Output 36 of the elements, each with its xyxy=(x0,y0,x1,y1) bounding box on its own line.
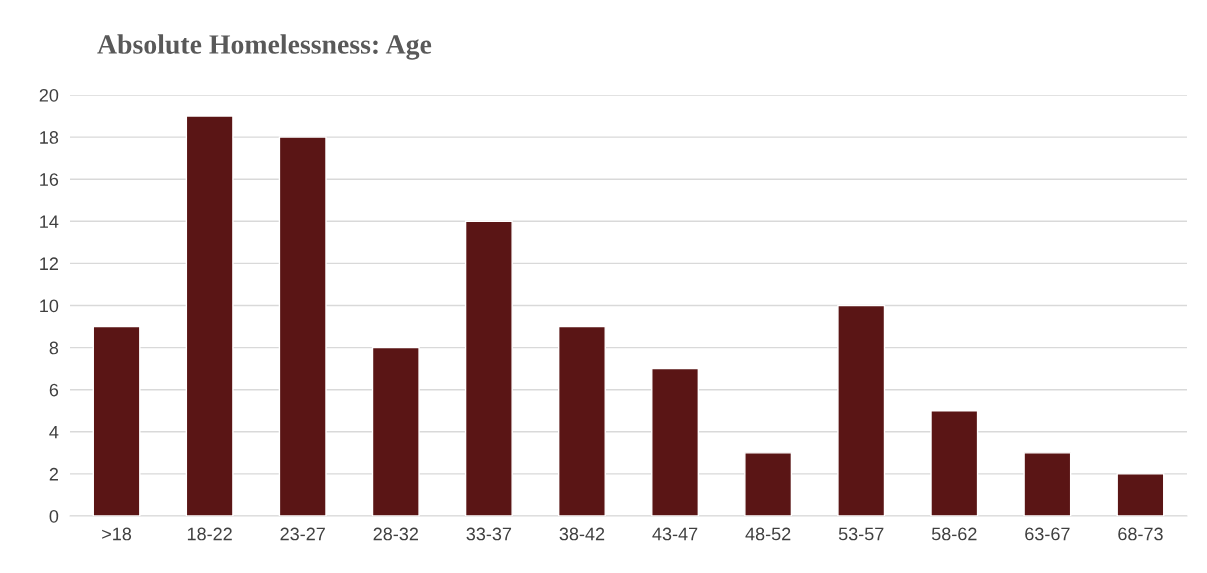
y-tick-label: 2 xyxy=(49,467,58,481)
x-tick-label: 33-37 xyxy=(466,527,512,541)
bar xyxy=(92,325,141,516)
x-tick-label: 48-52 xyxy=(745,527,791,541)
y-tick-label: 14 xyxy=(40,215,59,228)
x-tick-label: 23-27 xyxy=(280,527,325,541)
bar xyxy=(1116,473,1165,516)
y-tick-label: 0 xyxy=(49,509,59,523)
x-tick-label: 63-67 xyxy=(1025,527,1070,541)
x-tick-label: 28-32 xyxy=(373,527,418,541)
bar xyxy=(837,304,886,516)
y-tick-label: 18 xyxy=(40,131,59,144)
bar xyxy=(278,136,327,516)
y-tick-label: 6 xyxy=(49,383,59,397)
bar xyxy=(371,346,420,516)
bar xyxy=(744,452,793,516)
x-tick-label: >18 xyxy=(102,527,132,541)
bar xyxy=(557,325,606,516)
x-tick-label: 18-22 xyxy=(187,527,232,541)
y-tick-label: 12 xyxy=(40,257,58,270)
y-tick-label: 20 xyxy=(39,88,59,102)
y-tick-label: 10 xyxy=(40,299,59,313)
bar xyxy=(930,410,979,516)
x-tick-label: 38-42 xyxy=(559,527,605,541)
y-tick-label: 4 xyxy=(49,425,59,439)
bar xyxy=(464,220,513,516)
x-tick-label: 58-62 xyxy=(931,527,977,541)
y-tick-label: 8 xyxy=(49,341,59,355)
x-tick-label: 53-57 xyxy=(838,527,884,541)
bar xyxy=(651,367,700,516)
x-tick-label: 43-47 xyxy=(652,527,698,541)
y-tick-label: 16 xyxy=(40,173,59,186)
bar xyxy=(1023,452,1072,516)
x-tick-label: 68-73 xyxy=(1118,527,1163,541)
chart-title: Absolute Homelessness: Age xyxy=(97,34,432,60)
bar xyxy=(185,115,234,516)
